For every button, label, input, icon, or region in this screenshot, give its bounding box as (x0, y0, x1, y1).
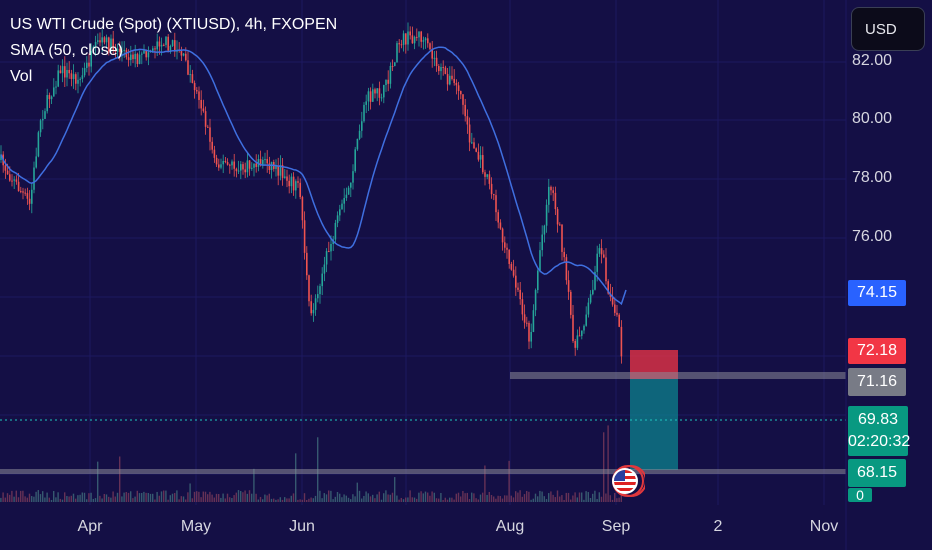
time-tick: Sep (601, 518, 631, 535)
last-price-badge: 69.83 02:20:32 (848, 406, 911, 456)
sma-line (0, 46, 627, 306)
price-tick: 76.00 (852, 228, 893, 245)
target-level-band[interactable] (0, 469, 846, 474)
bar-countdown: 02:20:32 (848, 433, 911, 450)
stop-loss-badge: 72.18 (848, 338, 906, 364)
volume-bars (0, 425, 622, 502)
time-tick: Nov (809, 518, 839, 535)
price-tick: 78.00 (852, 169, 893, 186)
us-flag-event-icon[interactable] (611, 464, 645, 498)
symbol-title[interactable]: US WTI Crude (Spot) (XTIUSD), 4h, FXOPEN (10, 16, 338, 33)
sma-value-badge: 74.15 (848, 280, 906, 306)
chart-legend: US WTI Crude (Spot) (XTIUSD), 4h, FXOPEN… (10, 12, 337, 90)
candlesticks (0, 22, 623, 364)
entry-price-badge: 71.16 (848, 368, 906, 396)
entry-level-band[interactable] (510, 372, 846, 379)
price-tick: 80.00 (852, 110, 893, 127)
sma-indicator-label[interactable]: SMA (50, close) (10, 42, 123, 59)
take-profit-badge: 68.15 (848, 459, 906, 487)
time-tick: Apr (77, 518, 103, 535)
time-tick: May (180, 518, 212, 535)
last-price-value: 69.83 (857, 411, 899, 428)
time-tick: 2 (713, 518, 723, 535)
volume-value-badge: 0 (848, 488, 872, 502)
time-tick: Jun (289, 518, 315, 535)
take-profit-zone[interactable] (630, 379, 678, 470)
price-tick: 82.00 (852, 52, 893, 69)
time-tick: Aug (495, 518, 525, 535)
volume-indicator-label[interactable]: Vol (10, 68, 33, 85)
currency-button[interactable]: USD (851, 7, 925, 51)
